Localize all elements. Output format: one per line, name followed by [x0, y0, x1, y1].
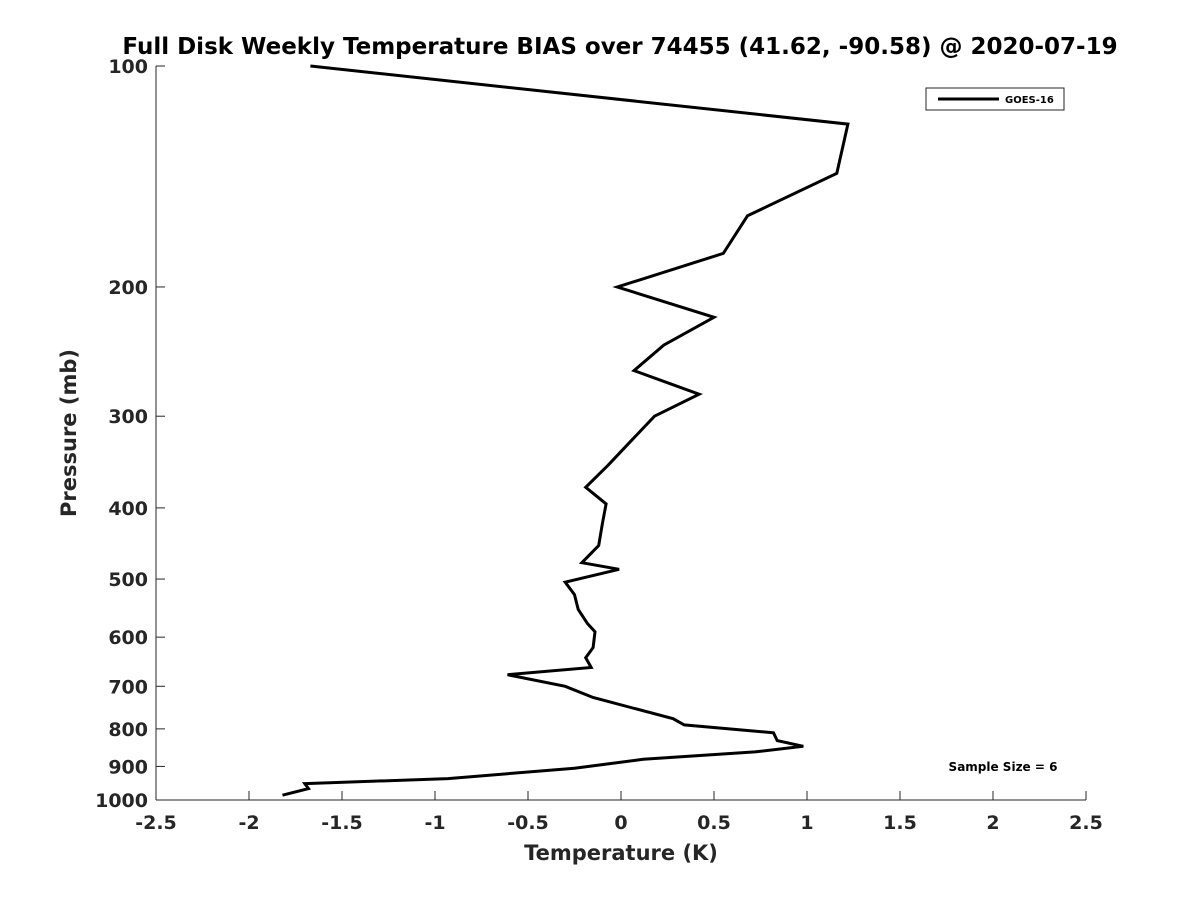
x-axis-label: Temperature (K)	[524, 841, 718, 865]
x-tick-label: -2.5	[135, 812, 177, 834]
x-tick-label: 0	[614, 812, 627, 834]
x-tick-label: -2	[238, 812, 259, 834]
series-group	[282, 64, 850, 797]
y-tick-label: 1000	[95, 790, 148, 812]
legend: GOES-16	[925, 87, 1065, 111]
x-tick-label: 0.5	[697, 812, 731, 834]
x-tick-label: -1.5	[321, 812, 363, 834]
y-axis-label: Pressure (mb)	[57, 349, 81, 517]
chart-title: Full Disk Weekly Temperature BIAS over 7…	[122, 34, 1117, 60]
y-tick-label: 900	[108, 756, 148, 778]
sample-size-annotation: Sample Size = 6	[949, 760, 1058, 774]
y-tick-label: 100	[108, 56, 148, 78]
x-tick-label: 2	[986, 812, 999, 834]
x-tick-label: 2.5	[1069, 812, 1103, 834]
y-tick-label: 700	[108, 676, 148, 698]
y-tick-label: 600	[108, 627, 148, 649]
series-line-goes-16	[282, 64, 850, 797]
y-tick-label: 400	[108, 498, 148, 520]
y-tick-label: 500	[108, 569, 148, 591]
y-tick-label: 300	[108, 406, 148, 428]
x-tick-label: -0.5	[507, 812, 549, 834]
y-ticks: 100 200 300 400 500 600 700 800 900 1000	[95, 56, 165, 812]
x-tick-label: 1.5	[883, 812, 917, 834]
y-tick-label: 800	[108, 719, 148, 741]
y-tick-label: 200	[108, 277, 148, 299]
x-tick-label: 1	[800, 812, 813, 834]
legend-label-goes-16: GOES-16	[1005, 95, 1054, 106]
x-tick-label: -1	[424, 812, 445, 834]
x-ticks: -2.5 -2 -1.5 -1 -0.5 0 0.5 1 1.5 2 2.5	[135, 791, 1103, 834]
